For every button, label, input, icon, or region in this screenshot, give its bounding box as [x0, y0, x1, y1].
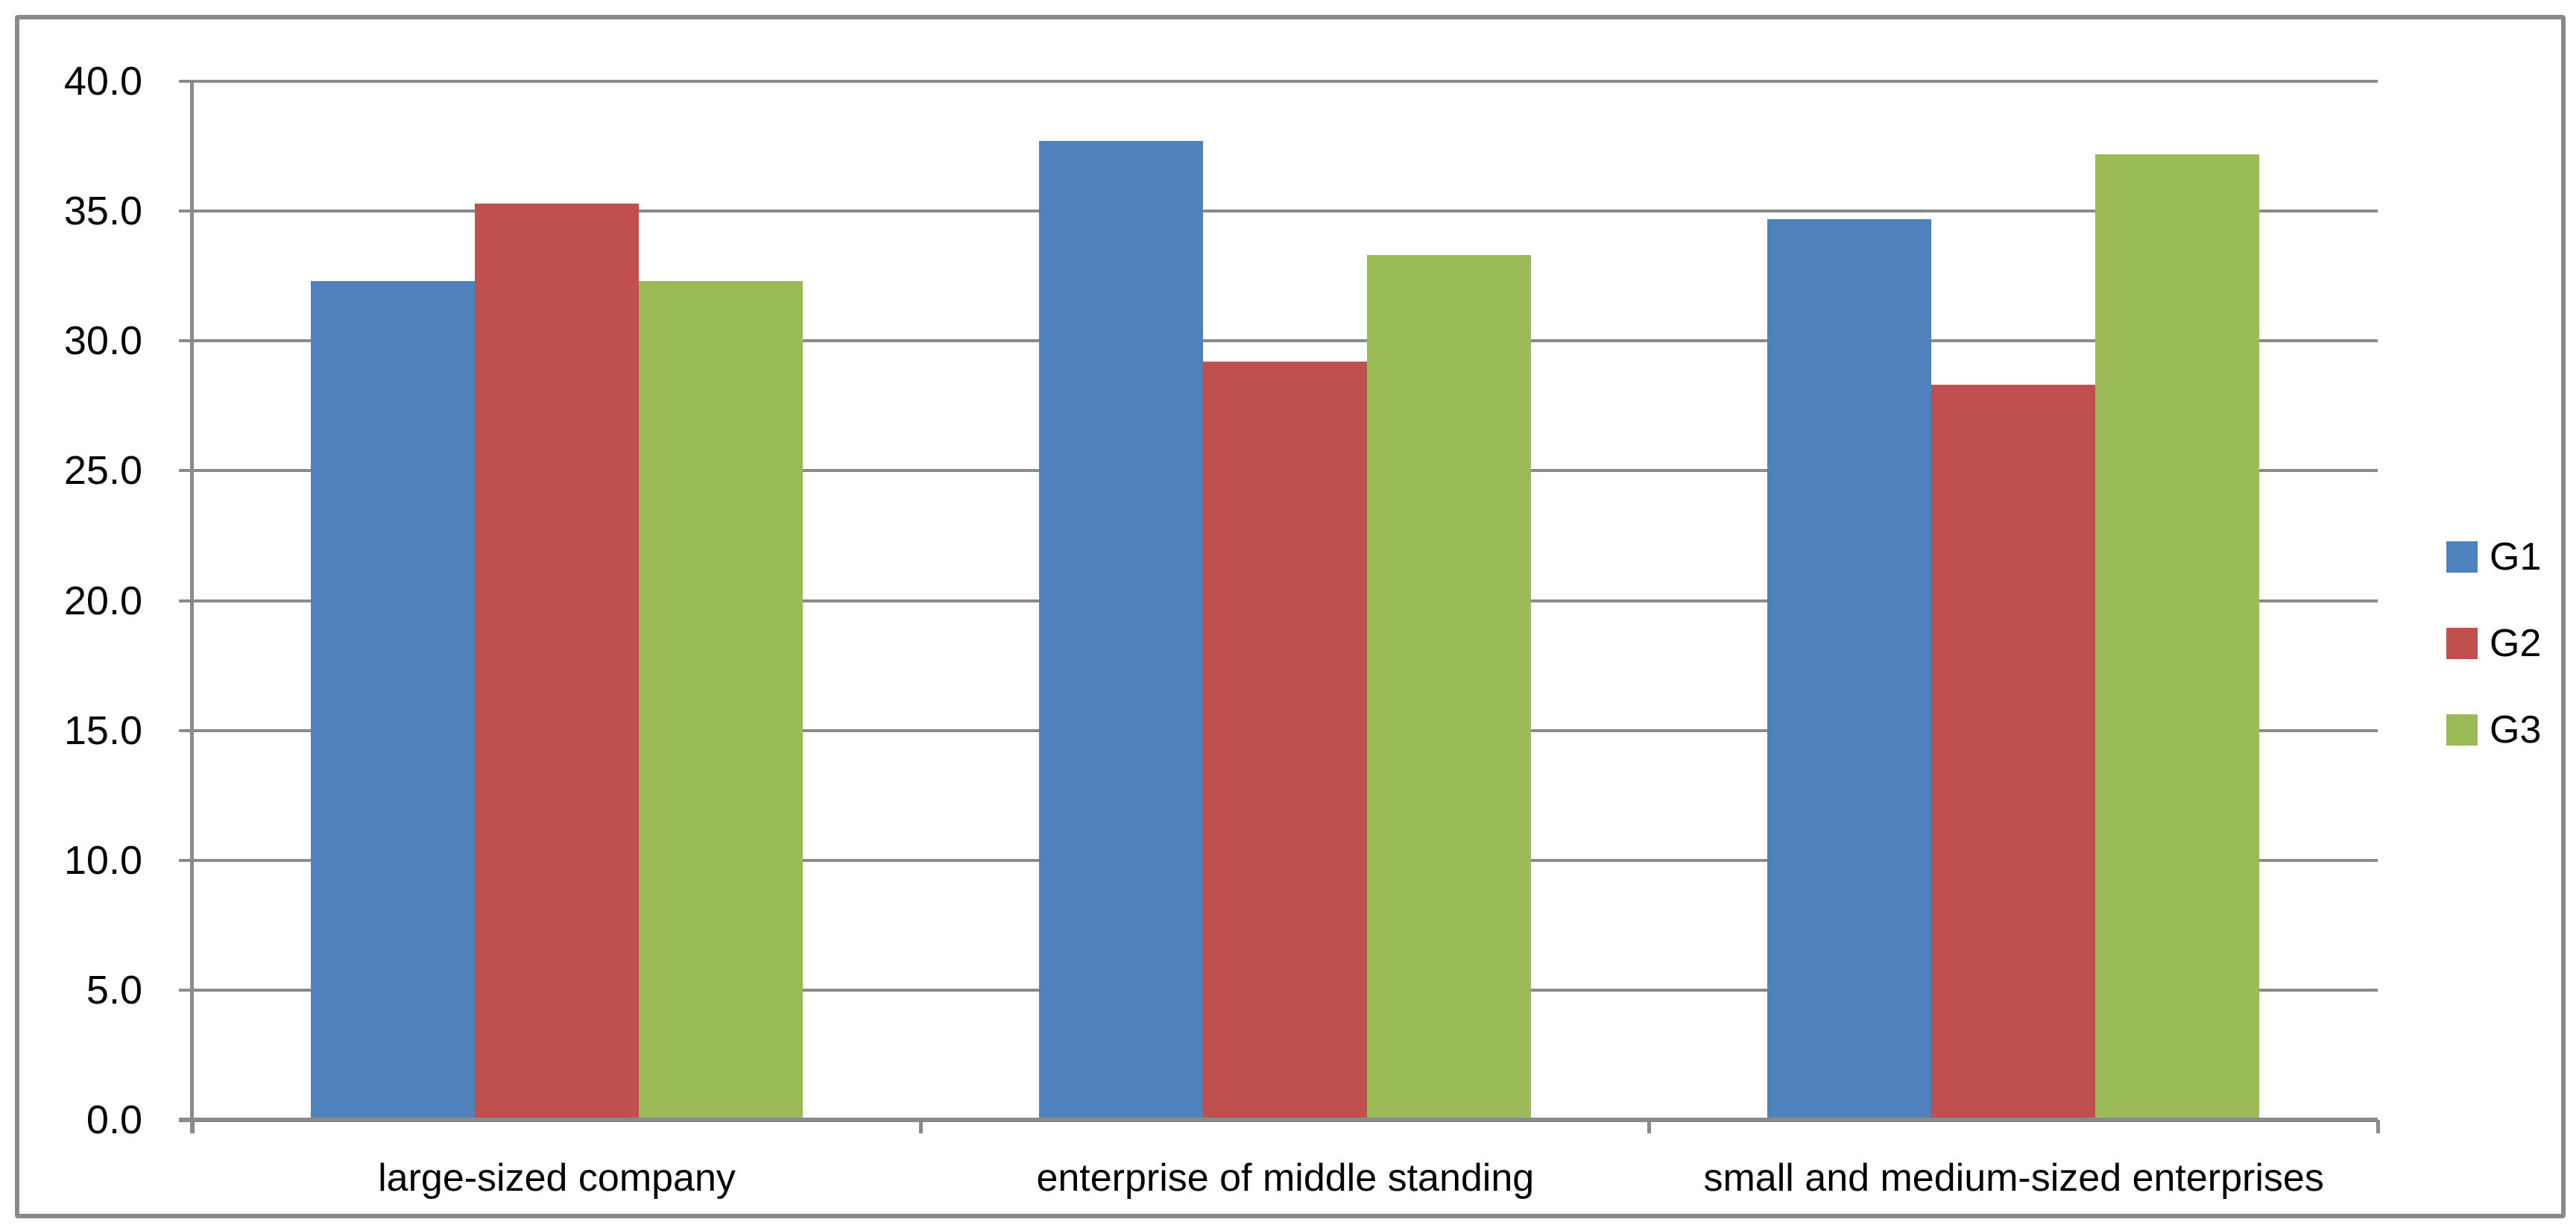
bar-g1-category-1	[310, 281, 475, 1120]
legend-item-g3: G3	[2446, 711, 2541, 749]
y-axis-tick-label-15: 15.0	[63, 708, 142, 753]
legend-color-swatch-g1	[2446, 541, 2478, 573]
legend-color-swatch-g3	[2446, 714, 2478, 746]
legend-label: G1	[2490, 535, 2542, 579]
gridline-30	[179, 339, 2378, 343]
bar-g1-category-2	[1039, 141, 1203, 1120]
x-axis-tick	[918, 1120, 923, 1133]
chart-frame: 0.0 5.0 10.0 15.0 20.0 25.0 30.0 35.0 40.0 large…	[15, 15, 2566, 1218]
bar-g3-category-3	[2095, 154, 2260, 1120]
legend-color-swatch-g2	[2446, 628, 2478, 659]
x-axis-tick	[1647, 1120, 1652, 1133]
x-axis-tick	[190, 1120, 195, 1133]
y-axis-tick-label-5: 5.0	[86, 967, 142, 1013]
gridline-40	[179, 80, 2378, 83]
y-axis-tick-label-25: 25.0	[63, 448, 142, 494]
plot-area	[179, 80, 2380, 1133]
y-axis-tick-label-30: 30.0	[63, 318, 142, 364]
y-axis-tick-label-40: 40.0	[63, 59, 142, 104]
legend-label: G2	[2490, 622, 2542, 665]
bar-g2-category-1	[474, 203, 639, 1120]
legend-item-g1: G1	[2446, 538, 2541, 576]
x-axis-category-label-2: enterprise of middle standing	[1036, 1156, 1535, 1200]
x-axis-category-label-3: small and medium-sized enterprises	[1703, 1156, 2324, 1200]
bar-g2-category-3	[1931, 385, 2096, 1120]
x-axis-category-label-1: large-sized company	[378, 1156, 736, 1200]
y-axis-tick-label-10: 10.0	[63, 837, 142, 883]
legend-label: G3	[2490, 708, 2542, 752]
legend-item-g2: G2	[2446, 624, 2541, 663]
bar-g3-category-1	[638, 281, 803, 1120]
gridline-35	[179, 210, 2378, 213]
bar-g3-category-2	[1367, 255, 1531, 1120]
y-axis-tick-label-0: 0.0	[86, 1098, 142, 1142]
x-axis-line	[179, 1118, 2378, 1122]
y-axis-line	[190, 81, 194, 1133]
bar-g2-category-2	[1203, 362, 1367, 1120]
x-axis-tick	[2375, 1120, 2380, 1133]
legend: G1 G2 G3	[2446, 538, 2541, 797]
bar-g1-category-3	[1767, 218, 1932, 1120]
y-axis-tick-label-20: 20.0	[63, 578, 142, 623]
y-axis-tick-label-35: 35.0	[63, 189, 142, 234]
